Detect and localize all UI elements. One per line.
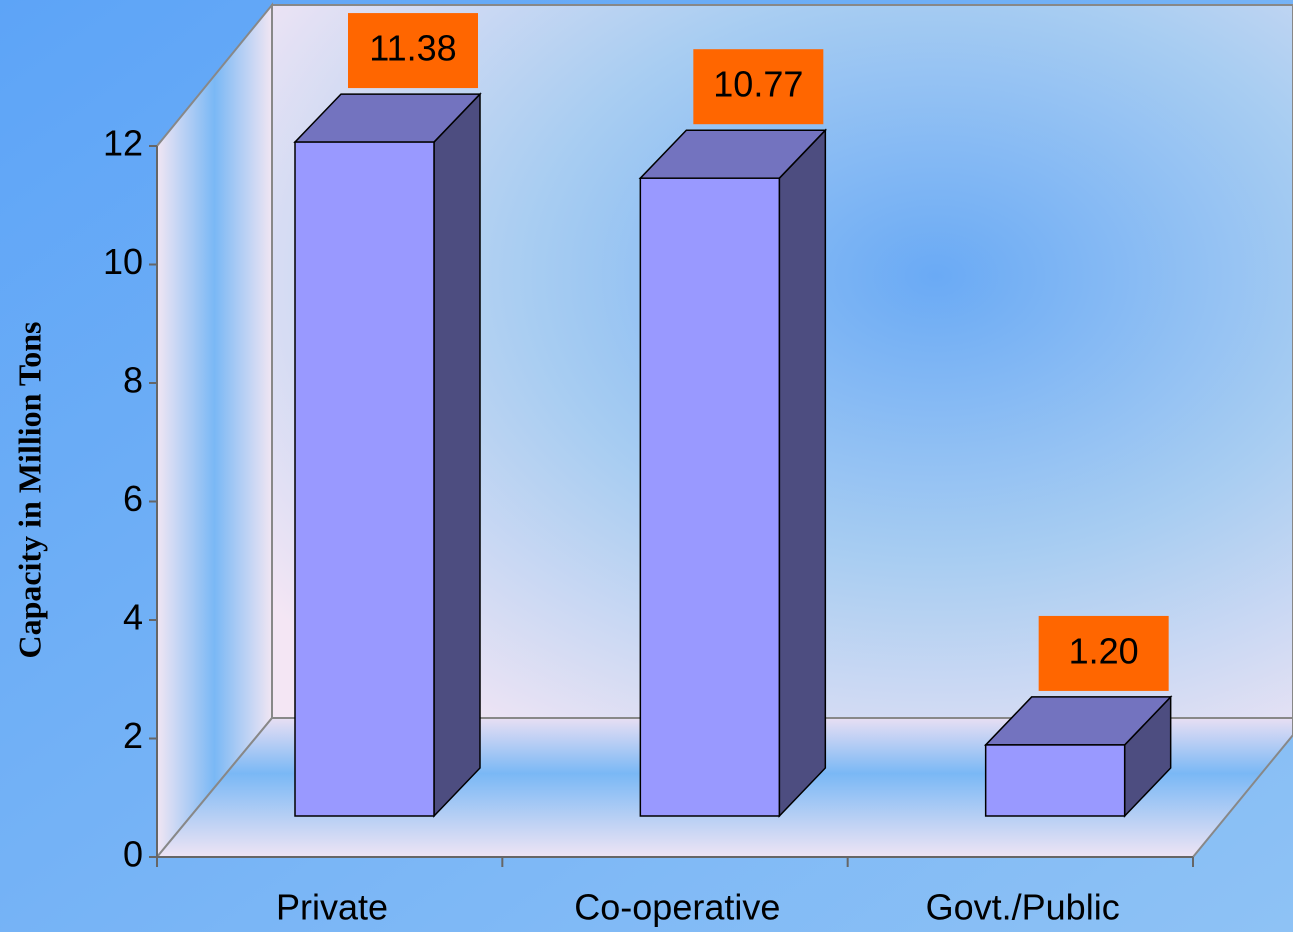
- value-label: 11.38: [369, 28, 456, 69]
- y-tick-label: 0: [123, 834, 143, 875]
- y-tick-label: 12: [103, 123, 143, 164]
- x-tick-label: Co-operative: [574, 887, 780, 928]
- bar: [984, 744, 1126, 817]
- x-tick-label: Govt./Public: [926, 887, 1120, 928]
- y-tick-label: 2: [123, 715, 143, 756]
- bar-side: [433, 92, 481, 818]
- y-axis-label: Capacity in Million Tons: [11, 322, 47, 659]
- y-tick-label: 6: [123, 478, 143, 519]
- bar-side: [778, 128, 827, 818]
- y-tick-label: 8: [123, 360, 143, 401]
- bar: [294, 141, 435, 817]
- y-tick-label: 4: [123, 597, 143, 638]
- value-label-box: [693, 49, 824, 125]
- value-label-box: [1038, 615, 1169, 691]
- y-tick-label: 10: [103, 241, 143, 282]
- value-label: 10.77: [713, 64, 803, 105]
- x-tick-label: Private: [276, 887, 388, 928]
- value-label: 1.20: [1069, 630, 1139, 671]
- side-wall: [156, 2, 273, 860]
- value-label-box: [348, 13, 478, 89]
- bar: [639, 177, 781, 817]
